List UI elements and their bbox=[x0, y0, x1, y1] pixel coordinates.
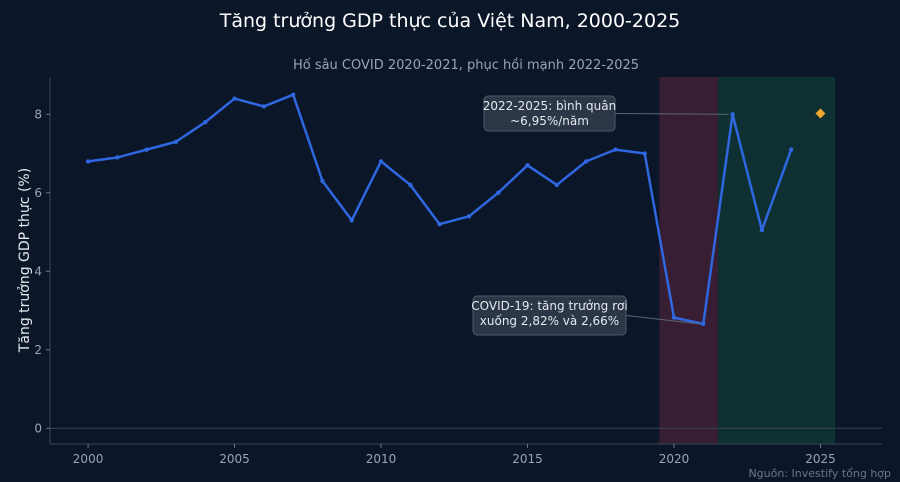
y-tick-label: 2 bbox=[34, 343, 42, 357]
data-point bbox=[759, 227, 765, 233]
x-tick-label: 2000 bbox=[73, 452, 104, 466]
data-point bbox=[642, 151, 647, 156]
data-point bbox=[115, 155, 120, 160]
source-note: Nguồn: Investify tổng hợp bbox=[748, 467, 891, 480]
annotation-text: COVID-19: tăng trưởng rơi bbox=[471, 299, 627, 313]
y-ticks: 0 2 4 6 8 bbox=[34, 107, 50, 435]
data-point bbox=[525, 163, 530, 168]
data-point bbox=[554, 182, 560, 188]
y-tick-label: 6 bbox=[34, 186, 42, 200]
data-point bbox=[320, 178, 325, 184]
data-point bbox=[290, 92, 296, 97]
data-point bbox=[232, 96, 237, 101]
annotation-text: 2022-2025: bình quân bbox=[483, 99, 616, 113]
data-point bbox=[203, 119, 208, 125]
chart-subtitle: Hố sâu COVID 2020-2021, phục hồi mạnh 20… bbox=[293, 58, 639, 73]
data-point bbox=[261, 104, 267, 109]
data-point bbox=[701, 321, 706, 327]
annotation-arrow bbox=[625, 315, 700, 325]
series-layer bbox=[85, 92, 826, 327]
x-ticks: 2000 2005 2010 2015 2020 2025 bbox=[73, 444, 836, 466]
y-tick-label: 0 bbox=[34, 421, 42, 435]
highlight-point bbox=[815, 108, 826, 119]
x-tick-label: 2015 bbox=[512, 452, 543, 466]
data-point bbox=[730, 112, 735, 117]
data-point bbox=[466, 214, 472, 219]
data-point bbox=[349, 218, 354, 223]
shaded-regions bbox=[659, 77, 836, 444]
y-tick-label: 8 bbox=[34, 107, 42, 121]
shaded-region-1 bbox=[717, 77, 836, 444]
annotation-box bbox=[472, 295, 627, 336]
annotation-arrow bbox=[614, 113, 729, 115]
shaded-region-0 bbox=[659, 77, 718, 444]
chart-title: Tăng trưởng GDP thực của Việt Nam, 2000-… bbox=[219, 10, 681, 32]
data-point bbox=[378, 159, 384, 164]
x-tick-label: 2005 bbox=[219, 452, 250, 466]
x-tick-label: 2010 bbox=[366, 452, 397, 466]
data-point bbox=[583, 159, 589, 164]
annotation-box bbox=[483, 95, 616, 132]
y-axis-label: Tăng trưởng GDP thực (%) bbox=[17, 168, 33, 353]
x-tick-label: 2025 bbox=[805, 452, 836, 466]
data-point bbox=[408, 182, 413, 188]
data-point bbox=[144, 147, 149, 152]
annotation-text: xuống 2,82% và 2,66% bbox=[480, 314, 619, 328]
data-point bbox=[173, 139, 179, 144]
annotations: 2022-2025: bình quân~6,95%/năm COVID-19: … bbox=[471, 95, 729, 336]
data-point bbox=[613, 147, 618, 152]
data-point bbox=[671, 315, 677, 320]
data-point bbox=[788, 147, 794, 152]
data-point bbox=[85, 159, 91, 164]
data-point bbox=[496, 190, 501, 195]
data-point bbox=[437, 221, 442, 227]
x-tick-label: 2020 bbox=[659, 452, 690, 466]
annotation-text: ~6,95%/năm bbox=[510, 114, 589, 128]
y-tick-label: 4 bbox=[34, 264, 42, 278]
